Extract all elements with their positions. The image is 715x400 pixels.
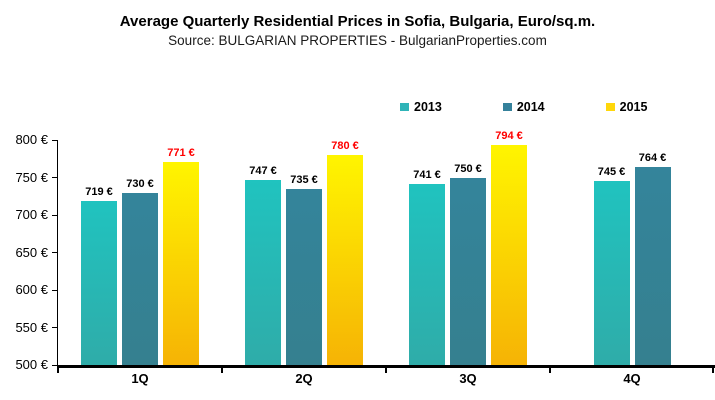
- legend-swatch-2015: [605, 103, 615, 111]
- y-tick-label: 600 €: [15, 282, 48, 297]
- bar-group-1Q: 719 € 730 € 771 €: [58, 140, 222, 365]
- bar-2014-4Q: 764 €: [634, 152, 671, 365]
- bar-group-3Q: 741 € 750 € 794 €: [386, 130, 550, 365]
- bar-group-2Q: 747 € 735 € 780 €: [222, 140, 386, 365]
- bar-value-label-2014-3Q: 750 €: [454, 162, 482, 175]
- y-tick-label: 800 €: [15, 132, 48, 147]
- bar-2015-3Q: 794 €: [491, 130, 527, 365]
- x-axis-label-3Q: 3Q: [459, 371, 477, 386]
- bar-2015-2Q: 780 €: [327, 140, 363, 365]
- legend-swatch-2014: [502, 103, 512, 111]
- y-tick-label: 550 €: [15, 319, 48, 335]
- legend-label-2015: 2015: [619, 100, 648, 114]
- legend: 2013 2014 2015: [400, 100, 647, 114]
- legend-swatch-2013: [400, 103, 409, 111]
- x-tick-mark: [385, 365, 387, 373]
- x-axis-label-4Q: 4Q: [623, 371, 641, 386]
- bar-value-label-2015-3Q: 794 €: [495, 129, 523, 142]
- bar-2013-1Q: 719 €: [81, 186, 117, 365]
- bar-value-label-2013-4Q: 745 €: [597, 166, 626, 179]
- y-tick-mark: [52, 289, 57, 291]
- bar-value-label-2014-4Q: 764 €: [638, 152, 667, 164]
- y-tick-label: 700 €: [15, 207, 48, 222]
- legend-item-2014: 2014: [502, 100, 545, 114]
- x-tick-mark: [712, 365, 714, 373]
- x-tick-mark: [57, 365, 59, 373]
- bar-2014-3Q: 750 €: [450, 163, 486, 365]
- legend-item-2015: 2015: [605, 100, 648, 114]
- y-tick-mark: [52, 364, 57, 366]
- bar-value-label-2014-2Q: 735 €: [290, 173, 318, 186]
- y-tick-label: 750 €: [15, 169, 48, 185]
- bar-value-label-2015-2Q: 780 €: [331, 140, 359, 152]
- y-tick-mark: [52, 214, 57, 216]
- y-axis-line: [56, 140, 58, 365]
- bar-value-label-2013-3Q: 741 €: [413, 169, 441, 182]
- bar-2014-1Q: 730 €: [122, 178, 158, 365]
- bar-2014-2Q: 735 €: [286, 174, 322, 365]
- x-tick-mark: [549, 365, 551, 373]
- y-tick-mark: [52, 139, 57, 141]
- y-tick-mark: [52, 327, 57, 328]
- bar-value-label-2013-2Q: 747 €: [249, 164, 277, 177]
- chart-title: Average Quarterly Residential Prices in …: [119, 13, 596, 30]
- chart-subtitle: Source: BULGARIAN PROPERTIES - Bulgarian…: [168, 33, 547, 48]
- bar-value-label-2013-1Q: 719 €: [85, 185, 113, 198]
- legend-label-2014: 2014: [516, 100, 545, 114]
- y-tick-mark: [52, 252, 57, 253]
- bar-2013-4Q: 745 €: [593, 166, 630, 365]
- bar-value-label-2014-1Q: 730 €: [126, 177, 154, 190]
- y-tick-label: 500 €: [15, 357, 48, 372]
- y-tick-label: 650 €: [15, 244, 48, 260]
- bar-group-4Q: 745 € 764 €: [550, 140, 714, 365]
- legend-label-2013: 2013: [414, 100, 442, 114]
- y-tick-mark: [52, 177, 57, 178]
- legend-item-2013: 2013: [400, 100, 442, 114]
- x-axis-label-1Q: 1Q: [131, 371, 149, 386]
- bar-2013-3Q: 741 €: [409, 169, 445, 365]
- plot-area: 719 € 730 € 771 € 747 € 735 € 780 € 741 € 750 €…: [58, 130, 714, 365]
- bar-2015-1Q: 771 €: [163, 147, 199, 365]
- bar-2013-2Q: 747 €: [245, 165, 281, 365]
- bar-value-label-2015-1Q: 771 €: [167, 146, 195, 159]
- x-axis-label-2Q: 2Q: [295, 371, 313, 386]
- x-tick-mark: [221, 365, 223, 373]
